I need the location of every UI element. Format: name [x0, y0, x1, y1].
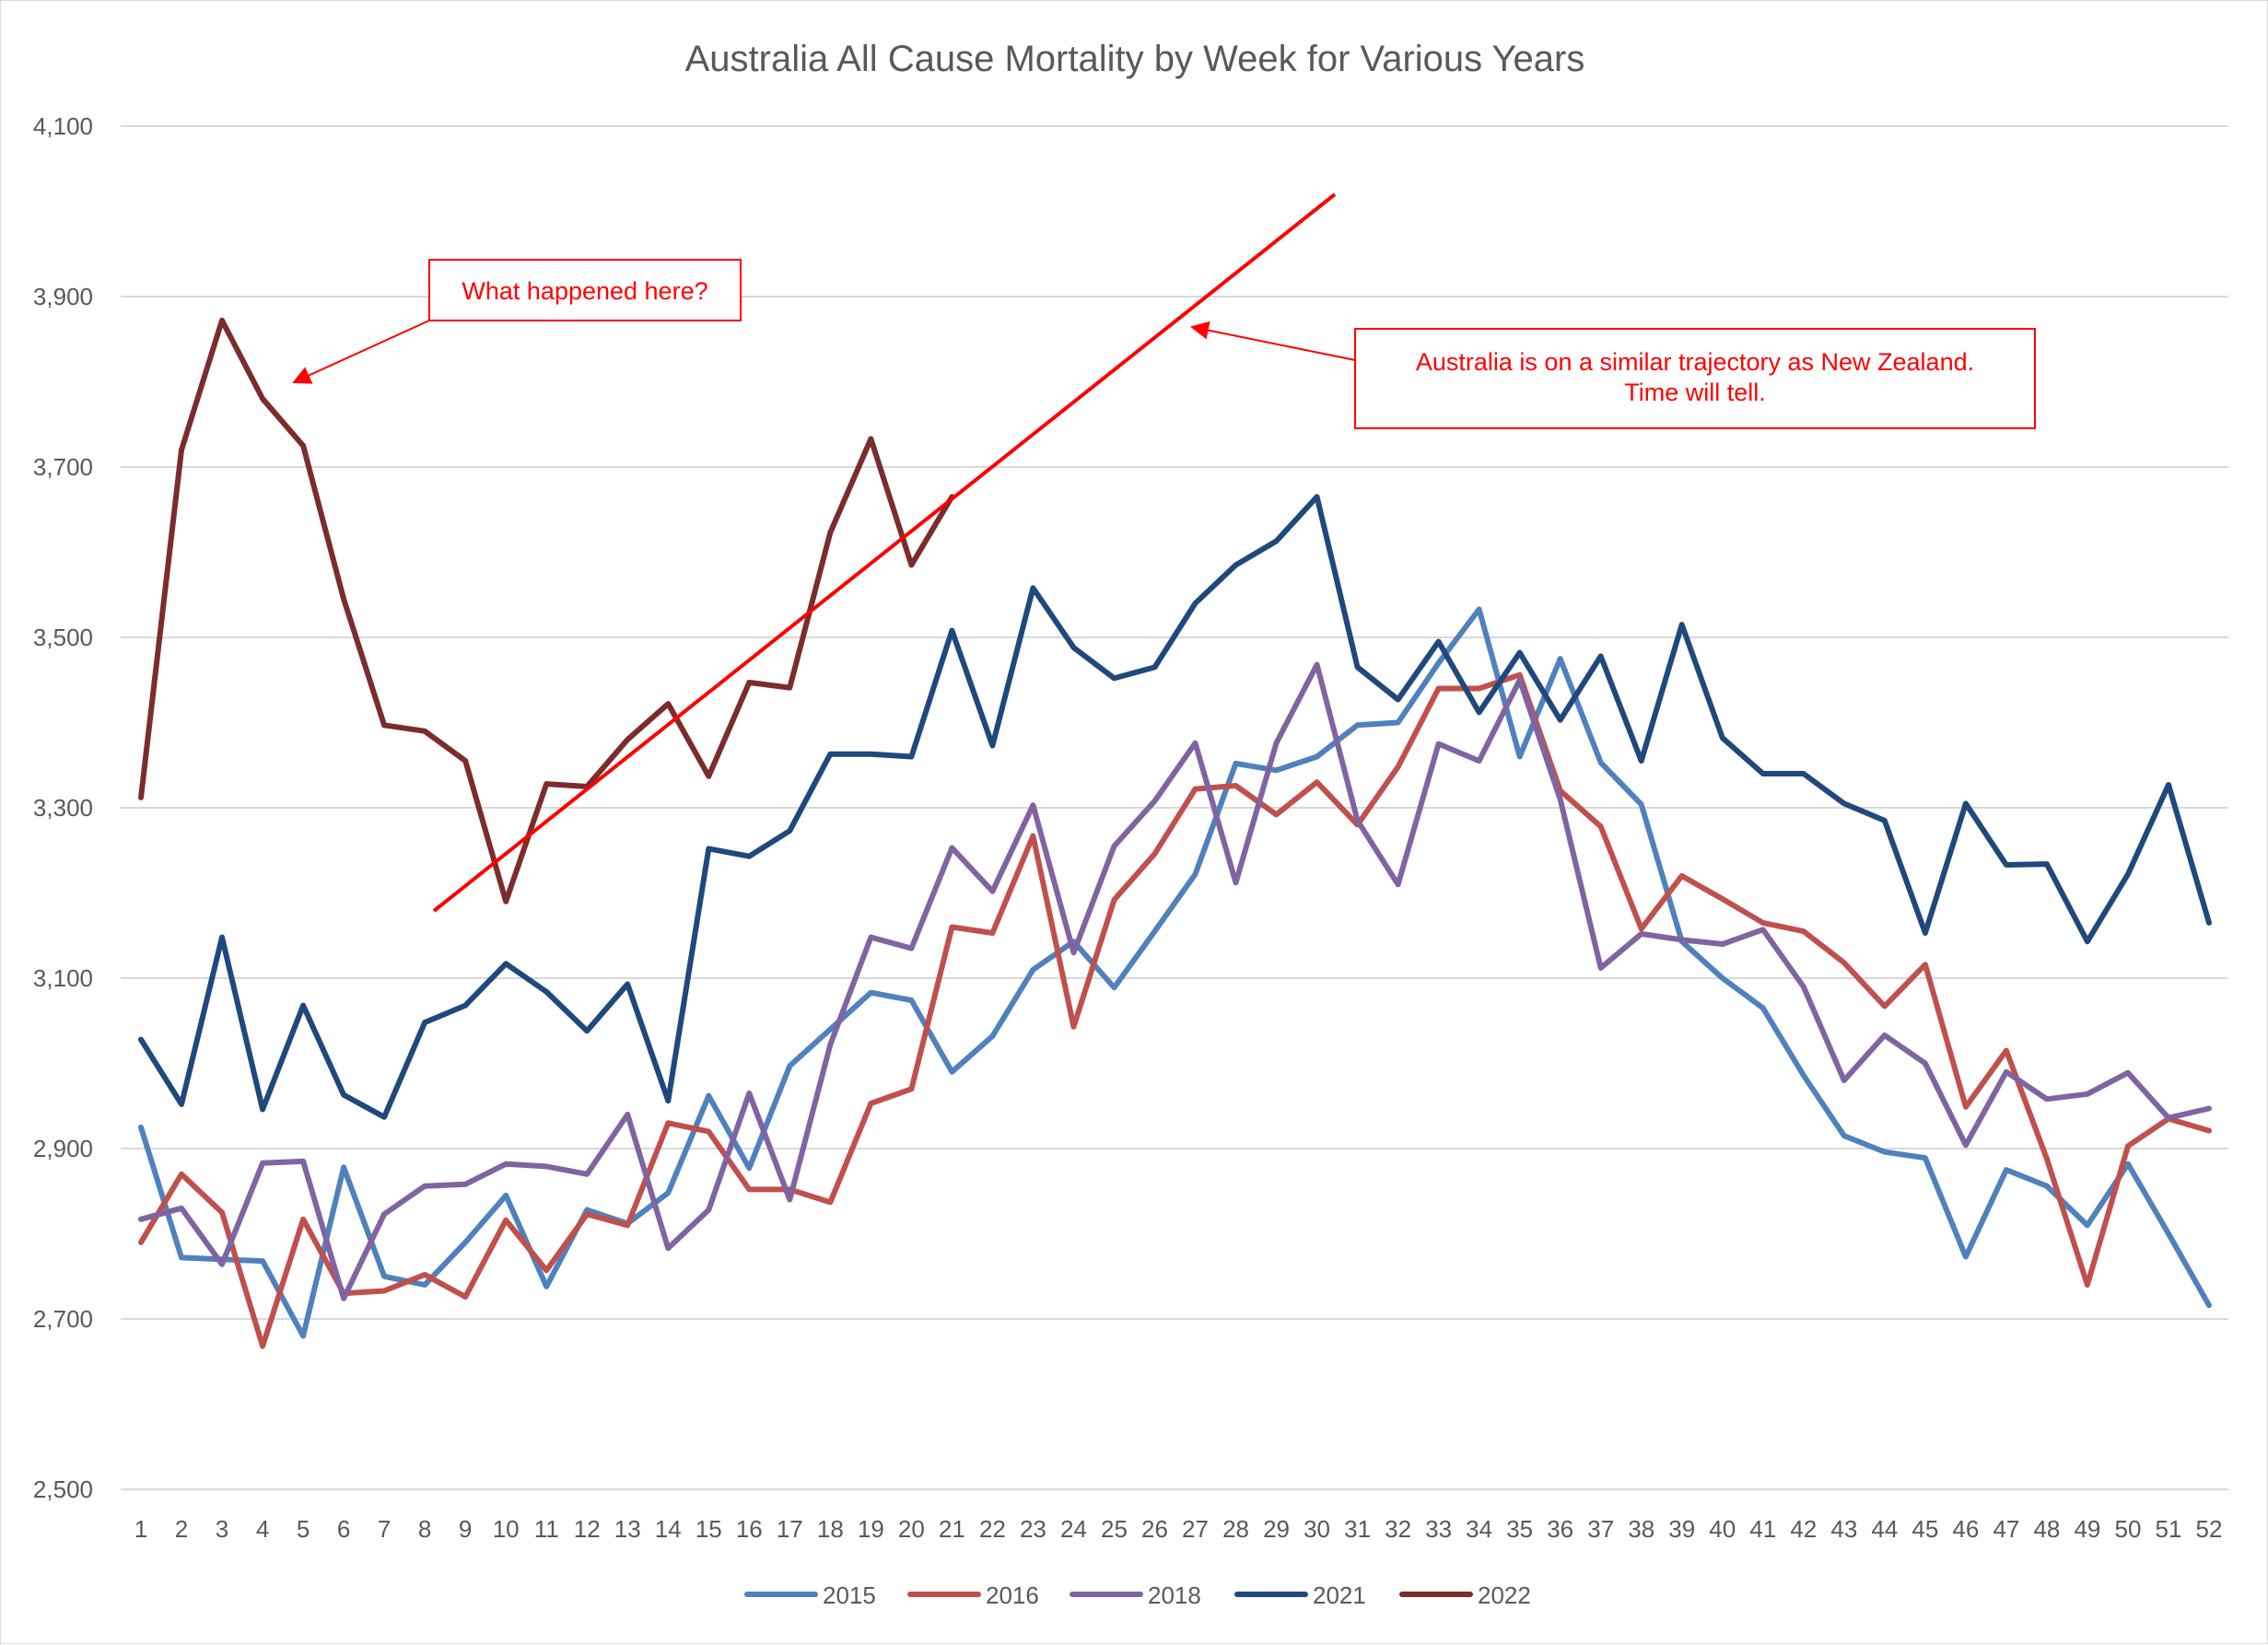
- y-tick-label: 3,300: [33, 794, 93, 822]
- legend-item-2021[interactable]: 2021: [1234, 1581, 1366, 1609]
- series-line-2016: [138, 671, 2212, 1349]
- callout-text: Time will tell.: [1624, 379, 1766, 406]
- x-tick-label: 3: [216, 1515, 228, 1543]
- x-tick-label: 21: [939, 1515, 965, 1543]
- x-tick-label: 36: [1547, 1515, 1573, 1543]
- series-line-2022: [138, 317, 955, 904]
- y-axis-tick-labels: 2,500 2,700 2,900 3,100 3,300 3,500 3,700 3,900…: [33, 112, 93, 1503]
- x-tick-label: 34: [1466, 1515, 1492, 1543]
- y-tick-label: 4,100: [33, 112, 93, 140]
- x-tick-label: 18: [817, 1515, 844, 1543]
- legend-label: 2015: [823, 1581, 876, 1609]
- legend-item-2018[interactable]: 2018: [1070, 1581, 1201, 1609]
- x-tick-label: 31: [1344, 1515, 1371, 1543]
- series-line-2018: [138, 661, 2212, 1301]
- x-tick-label: 48: [2033, 1515, 2060, 1543]
- x-tick-label: 20: [898, 1515, 925, 1543]
- x-tick-label: 29: [1263, 1515, 1290, 1543]
- x-tick-label: 24: [1060, 1515, 1087, 1543]
- x-tick-label: 16: [736, 1515, 763, 1543]
- x-tick-label: 13: [614, 1515, 641, 1543]
- x-tick-label: 46: [1952, 1515, 1979, 1543]
- trend-line: [432, 192, 1337, 913]
- x-tick-label: 12: [574, 1515, 601, 1543]
- x-tick-label: 19: [858, 1515, 884, 1543]
- y-tick-label: 3,700: [33, 453, 93, 481]
- legend-label: 2021: [1313, 1581, 1366, 1609]
- legend-label: 2016: [986, 1581, 1039, 1609]
- legend-item-2016[interactable]: 2016: [907, 1581, 1039, 1609]
- legend-label: 2022: [1478, 1581, 1531, 1609]
- x-tick-label: 35: [1506, 1515, 1533, 1543]
- x-tick-label: 28: [1222, 1515, 1249, 1543]
- y-tick-label: 2,500: [33, 1476, 93, 1503]
- x-tick-label: 42: [1790, 1515, 1817, 1543]
- x-tick-label: 47: [1993, 1515, 2019, 1543]
- x-tick-label: 38: [1628, 1515, 1654, 1543]
- x-tick-label: 40: [1709, 1515, 1736, 1543]
- x-tick-label: 32: [1385, 1515, 1411, 1543]
- x-tick-label: 4: [256, 1515, 269, 1543]
- x-tick-label: 30: [1304, 1515, 1330, 1543]
- x-tick-label: 39: [1668, 1515, 1695, 1543]
- y-tick-label: 3,500: [33, 624, 93, 651]
- y-tick-label: 3,900: [33, 283, 93, 310]
- x-tick-label: 45: [1911, 1515, 1938, 1543]
- series-lines: [138, 317, 2212, 1349]
- y-tick-label: 2,700: [33, 1305, 93, 1333]
- x-tick-label: 11: [534, 1515, 559, 1543]
- x-tick-label: 43: [1830, 1515, 1857, 1543]
- x-tick-label: 26: [1141, 1515, 1168, 1543]
- x-tick-label: 14: [655, 1515, 682, 1543]
- legend-item-2015[interactable]: 2015: [744, 1581, 876, 1609]
- x-tick-label: 41: [1749, 1515, 1776, 1543]
- x-tick-label: 9: [459, 1515, 472, 1543]
- x-tick-label: 10: [493, 1515, 520, 1543]
- x-tick-label: 49: [2074, 1515, 2100, 1543]
- y-tick-label: 2,900: [33, 1135, 93, 1162]
- callout-box: [1354, 328, 2036, 429]
- callout-box: [428, 259, 742, 321]
- x-tick-label: 15: [696, 1515, 722, 1543]
- series-line-2015: [138, 606, 2212, 1339]
- x-tick-label: 8: [418, 1515, 431, 1543]
- x-tick-label: 51: [2156, 1515, 2182, 1543]
- callout-arrow: [292, 320, 430, 384]
- x-tick-label: 6: [337, 1515, 350, 1543]
- x-tick-label: 17: [777, 1515, 803, 1543]
- x-tick-label: 23: [1020, 1515, 1046, 1543]
- y-tick-label: 3,100: [33, 964, 93, 992]
- x-tick-label: 50: [2114, 1515, 2141, 1543]
- x-tick-label: 2: [175, 1515, 188, 1543]
- legend[interactable]: 2015 2016 2018 2021 2022: [744, 1581, 1531, 1609]
- x-tick-label: 52: [2196, 1515, 2223, 1543]
- chart-title: Australia All Cause Mortality by Week fo…: [685, 39, 1585, 79]
- x-tick-label: 5: [297, 1515, 310, 1543]
- x-tick-label: 25: [1101, 1515, 1128, 1543]
- x-tick-label: 37: [1587, 1515, 1614, 1543]
- x-tick-label: 1: [134, 1515, 147, 1543]
- x-tick-label: 27: [1182, 1515, 1209, 1543]
- x-tick-label: 7: [378, 1515, 391, 1543]
- x-tick-label: 22: [979, 1515, 1006, 1543]
- legend-label: 2018: [1148, 1581, 1201, 1609]
- legend-item-2022[interactable]: 2022: [1399, 1581, 1531, 1609]
- annotation-layer: What happened here? Australia is on a sim…: [292, 192, 2036, 913]
- callout-arrow: [1190, 321, 1356, 361]
- x-tick-label: 33: [1425, 1515, 1452, 1543]
- x-axis-tick-labels: 1 2 3 4 5 6 7 8 9 10 11 12 13 14 15 16 17 18 19 20 21 22 23 24 2…: [134, 1515, 2223, 1543]
- x-tick-label: 44: [1871, 1515, 1898, 1543]
- series-line-2021: [138, 494, 2212, 1120]
- callout-text: Australia is on a similar trajectory as …: [1416, 348, 1974, 376]
- callout-text: What happened here?: [462, 277, 707, 305]
